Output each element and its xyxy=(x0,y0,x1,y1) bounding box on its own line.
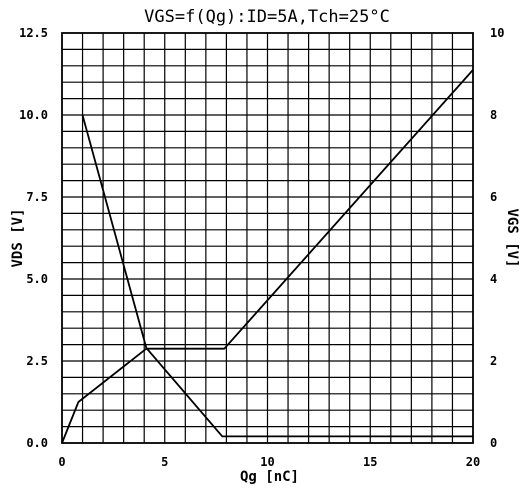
tick-labels: 0 5 10 15 20 0.0 2.5 5.0 7.5 10.0 12.5 0 2 4 6 8 10 xyxy=(19,26,504,469)
x-tick-label: 15 xyxy=(363,455,377,469)
x-tick-label: 5 xyxy=(161,455,168,469)
y-right-tick-label: 8 xyxy=(490,108,497,122)
y-left-tick-label: 7.5 xyxy=(26,190,48,204)
x-tick-label: 0 xyxy=(58,455,65,469)
x-tick-label: 20 xyxy=(466,455,480,469)
y-left-tick-label: 12.5 xyxy=(19,26,48,40)
x-tick-label: 10 xyxy=(260,455,274,469)
y-left-tick-label: 10.0 xyxy=(19,108,48,122)
y-left-tick-label: 2.5 xyxy=(26,354,48,368)
vgs-curve xyxy=(61,69,474,444)
y-right-tick-label: 6 xyxy=(490,190,497,204)
y-right-axis-label: VGS [V] xyxy=(504,208,520,267)
y-left-axis-label: VDS [V] xyxy=(10,208,26,267)
plot-grid xyxy=(62,33,473,443)
chart-title: VGS=f(Qg):ID=5A,Tch=25°C xyxy=(144,7,390,27)
y-right-tick-label: 0 xyxy=(490,436,497,450)
y-right-tick-label: 2 xyxy=(490,354,497,368)
y-right-tick-label: 4 xyxy=(490,272,497,286)
y-left-tick-label: 0.0 xyxy=(26,436,48,450)
plot-frame xyxy=(61,32,474,444)
series-layer xyxy=(61,69,474,444)
vds-curve xyxy=(81,114,473,438)
x-axis-label: Qg [nC] xyxy=(240,469,299,485)
y-left-tick-label: 5.0 xyxy=(26,272,48,286)
y-right-tick-label: 10 xyxy=(490,26,504,40)
